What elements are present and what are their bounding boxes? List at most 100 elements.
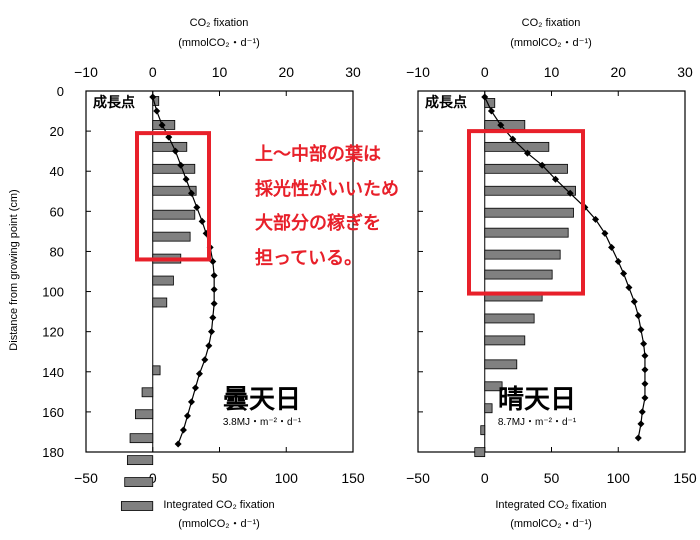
integrated-fixation-point [614,257,622,265]
integrated-fixation-point [601,229,609,237]
integrated-fixation-point [608,243,616,251]
integrated-fixation-point [630,298,638,306]
growing-point-label: 成長点 [425,94,467,111]
bottom-tick-label: 100 [275,470,299,486]
integrated-fixation-point [179,426,187,434]
co2-fixation-bar [126,455,154,466]
integrated-fixation-point [634,312,642,320]
integrated-fixation-point [641,380,649,388]
integrated-fixation-point [177,161,185,169]
integrated-fixation-point [183,412,191,420]
integrated-fixation-point [634,434,642,442]
annotation-text: 上～中部の葉は 採光性がいいため 大部分の稼ぎを 担っている。 [255,138,465,276]
integrated-fixation-point [153,107,161,115]
integrated-fixation-point [207,328,215,336]
integrated-fixation-point [198,217,206,225]
top-tick-label: 10 [212,64,228,80]
top-axis-unit: (mmolCO₂・d⁻¹) [510,37,592,49]
co2-fixation-bar [120,501,154,511]
top-axis-unit: (mmolCO₂・d⁻¹) [178,37,260,49]
integrated-fixation-point [193,203,201,211]
top-axis-title: CO₂ fixation [190,17,249,29]
integrated-fixation-point [481,93,489,101]
integrated-fixation-point [641,366,649,374]
co2-fixation-bar [152,163,196,174]
plot-frame [85,90,354,453]
co2-fixation-bar [484,381,503,392]
co2-fixation-bar [474,447,486,458]
top-tick-label: −10 [406,64,430,80]
co2-fixation-bar [152,297,168,308]
integrated-fixation-point [637,420,645,428]
co2-fixation-bar [484,335,526,346]
weather-label: 晴天日 [498,385,576,415]
bottom-tick-label: −50 [74,470,98,486]
integrated-fixation-point [174,440,182,448]
integrated-fixation-point [195,370,203,378]
integrated-fixation-point [640,340,648,348]
integrated-fixation-point [497,121,505,129]
integrated-fixation-point [191,384,199,392]
top-tick-label: 30 [345,64,361,80]
co2-fixation-bar [480,425,486,436]
integrated-fixation-point [625,284,633,292]
integrated-fixation-point [210,272,218,280]
top-tick-label: 0 [481,64,489,80]
co2-fixation-bar [152,275,174,286]
co2-fixation-bar [129,433,154,444]
integrated-fixation-point [641,352,649,360]
integrated-fixation-point [209,257,217,265]
integrated-fixation-point [187,189,195,197]
annotation-line: 担っている。 [255,247,363,269]
bottom-axis-title: Integrated CO₂ fixation [495,499,606,511]
bottom-tick-label: −50 [406,470,430,486]
bottom-tick-label: 150 [341,470,365,486]
integrated-fixation-point [523,149,531,157]
co2-fixation-bar [484,359,518,370]
bottom-tick-label: 0 [481,470,489,486]
annotation-line: 上～中部の葉は [255,144,381,165]
top-tick-label: 0 [149,64,157,80]
bottom-tick-label: 50 [212,470,228,486]
co2-fixation-bar [152,185,197,196]
co2-fixation-bar [152,209,196,220]
co2-fixation-bar [484,163,568,174]
integrated-fixation-point [641,394,649,402]
integrated-fixation-point [638,408,646,416]
top-tick-label: −10 [74,64,98,80]
y-tick-label: 0 [57,84,64,99]
co2-fixation-bar [152,231,191,242]
bottom-tick-label: 50 [544,470,560,486]
co2-fixation-bar [484,227,569,238]
integrated-fixation-point [165,133,173,141]
irradiance-label: 8.7MJ・m⁻²・d⁻¹ [498,417,577,428]
integrated-fixation-point [637,326,645,334]
top-tick-label: 20 [278,64,294,80]
y-tick-label: 60 [50,204,64,219]
co2-fixation-bar [152,365,161,376]
integrated-fixation-point [487,107,495,115]
top-tick-label: 20 [610,64,626,80]
integrated-fixation-point [205,342,213,350]
weather-label: 曇天日 [223,385,301,415]
y-tick-label: 160 [42,405,64,420]
highlight-box [467,129,585,296]
top-axis-title: CO₂ fixation [522,17,581,29]
integrated-fixation-point [149,93,157,101]
top-tick-label: 30 [677,64,693,80]
co2-fixation-bar [484,185,576,196]
integrated-fixation-point [158,121,166,129]
co2-fixation-bar [152,141,188,152]
highlight-box [135,131,211,262]
co2-fixation-bar [484,403,493,414]
growing-point-label: 成長点 [93,94,135,111]
integrated-fixation-point [171,147,179,155]
annotation-line: 採光性がいいため [255,178,399,200]
integrated-fixation-point [201,356,209,364]
co2-fixation-bar [484,120,526,130]
y-tick-label: 120 [42,325,64,340]
annotation-line: 大部分の稼ぎを [255,213,381,234]
integrated-fixation-point [209,314,217,322]
integrated-fixation-point [509,135,517,143]
